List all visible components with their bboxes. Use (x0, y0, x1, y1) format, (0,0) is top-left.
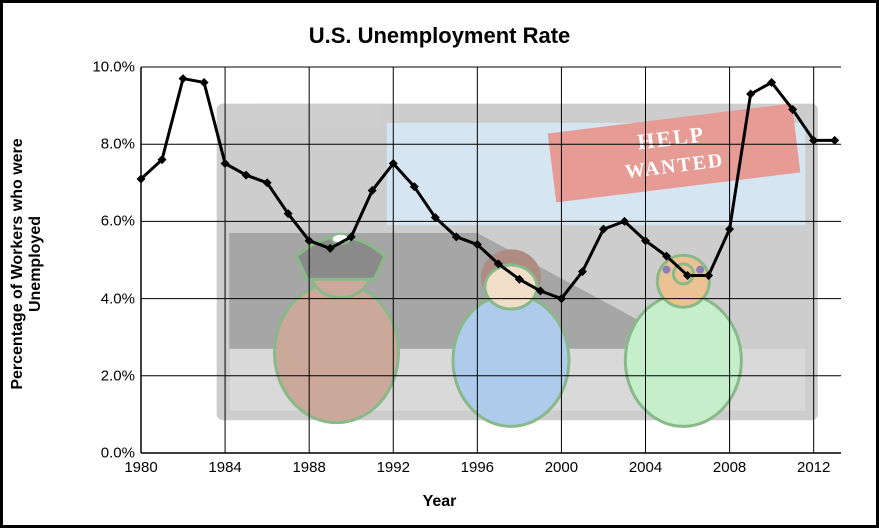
chart-title: U.S. Unemployment Rate (3, 23, 876, 49)
plot-svg: HELPWANTED (141, 67, 841, 453)
y-axis-label: Percentage of Workers who were Unemploye… (9, 114, 45, 414)
y-tick-label: 4.0% (65, 290, 135, 307)
x-tick-label: 1996 (461, 459, 494, 476)
x-tick-label: 1980 (124, 459, 157, 476)
y-tick-label: 6.0% (65, 213, 135, 230)
plot-area: HELPWANTED 0.0%2.0%4.0%6.0%8.0%10.0%1980… (141, 67, 841, 453)
y-tick-label: 10.0% (65, 59, 135, 76)
x-tick-label: 1988 (292, 459, 325, 476)
x-tick-label: 2000 (545, 459, 578, 476)
x-tick-label: 2008 (713, 459, 746, 476)
y-tick-label: 2.0% (65, 367, 135, 384)
x-tick-label: 2004 (629, 459, 662, 476)
x-tick-label: 1992 (377, 459, 410, 476)
x-tick-label: 2012 (797, 459, 830, 476)
chart-frame: U.S. Unemployment Rate Percentage of Wor… (0, 0, 879, 528)
x-axis-label: Year (3, 493, 876, 511)
y-tick-label: 8.0% (65, 136, 135, 153)
x-tick-label: 1984 (208, 459, 241, 476)
